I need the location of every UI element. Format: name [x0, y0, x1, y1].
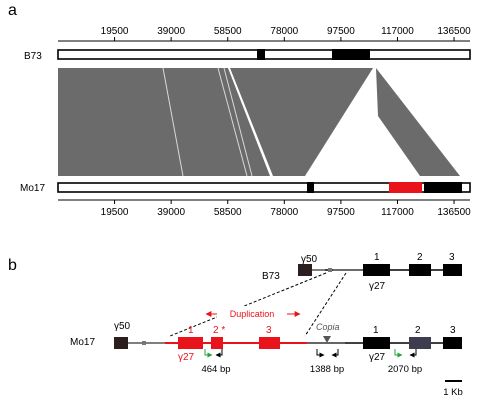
copia-label: Copia: [316, 322, 340, 332]
top-axis-tick-label: 19500: [101, 26, 129, 37]
mo17-dup-exon-2: [211, 337, 223, 349]
b73-block-small: [257, 49, 265, 60]
primer-reverse-464: [215, 349, 223, 358]
mo17-gamma27-label: γ27: [369, 352, 386, 363]
b73-track-label: B73: [24, 51, 42, 62]
mo17-track-bar: [57, 182, 471, 193]
b73-gamma50-label: γ50: [301, 254, 318, 265]
duplication-label: Duplication: [230, 309, 275, 319]
mo17-small-marker: [142, 341, 146, 345]
b73-locus-label: B73: [262, 271, 280, 282]
duplication-annotation: Duplication: [205, 306, 301, 320]
amplicon-464: 464 bp: [201, 349, 231, 375]
top-axis-tick-label: 117000: [381, 26, 414, 37]
b73-gamma50-gene: [298, 264, 312, 276]
panel-b-label: b: [8, 257, 17, 274]
mo17-gamma50-gene: [114, 337, 128, 349]
top-axis-tick-label: 97500: [327, 26, 355, 37]
b73-exon-3-label: 3: [449, 252, 455, 263]
mo17-track-label: Mo17: [20, 183, 45, 194]
copia-insertion-marker: [323, 336, 331, 343]
zoom-line-left: [169, 272, 327, 337]
bottom-tick-labels: 19500 39000 58500 78000 97500 117000 136500: [101, 200, 471, 218]
mo17-locus: Mo17 γ50 1 2 * 3 γ27 Copia 1 2: [70, 321, 462, 375]
synteny-ribbons: [58, 67, 460, 177]
amplicon-464-label: 464 bp: [201, 364, 230, 375]
mo17-exon-3: [443, 337, 462, 349]
panel-a: a 19500 39000 58500 78000 97500 117000 136500 …: [8, 2, 471, 218]
bottom-axis-tick-label: 78000: [270, 207, 298, 218]
b73-gamma27-label: γ27: [369, 281, 386, 292]
scale-bar: 1 Kb: [443, 380, 463, 398]
mo17-exon-3-label: 3: [450, 325, 456, 336]
synteny-gap-line-2: [217, 67, 248, 177]
zoom-line-right: [304, 272, 347, 337]
b73-exon-3: [443, 264, 462, 276]
top-axis-tick-label: 78000: [270, 26, 298, 37]
synteny-gap-line-3: [223, 67, 253, 177]
mo17-duplication-block: [389, 182, 422, 193]
mo17-exon-2: [409, 337, 431, 349]
primer-reverse-1388: [331, 349, 339, 358]
mo17-exon-1: [363, 337, 390, 349]
amplicon-2070: 2070 bp: [388, 349, 422, 375]
bottom-axis: 19500 39000 58500 78000 97500 117000 136500: [58, 199, 471, 218]
top-tick-labels: 19500 39000 58500 78000 97500 117000 136500: [101, 26, 471, 41]
primer-forward-1388: [316, 349, 325, 358]
primer-forward-2070: [394, 349, 403, 358]
top-axis-tick-label: 39000: [157, 26, 185, 37]
amplicon-2070-label: 2070 bp: [388, 364, 422, 375]
b73-locus: B73 γ50 1 2 3 γ27: [262, 252, 462, 292]
primer-reverse-2070: [409, 349, 417, 358]
b73-block-large: [332, 49, 370, 60]
b73-exon-2-label: 2: [417, 252, 423, 263]
amplicon-1388-label: 1388 bp: [310, 364, 344, 375]
mo17-dup-exon-2-label: 2 *: [213, 325, 225, 336]
bottom-axis-tick-label: 39000: [157, 207, 185, 218]
synteny-ribbon-mid: [230, 68, 373, 176]
mo17-dup-exon-3: [259, 337, 280, 349]
top-axis-tick-label: 136500: [437, 26, 471, 37]
mo17-gamma50-label: γ50: [114, 321, 131, 332]
b73-exon-2: [409, 264, 431, 276]
mo17-dup-exon-1-label: 1: [188, 325, 194, 336]
bottom-axis-tick-label: 97500: [327, 207, 355, 218]
bottom-axis-tick-label: 19500: [101, 207, 129, 218]
mo17-track: Mo17: [20, 182, 471, 194]
synteny-ribbon-right: [376, 68, 460, 176]
amplicon-1388: 1388 bp: [310, 349, 344, 375]
bottom-axis-tick-label: 136500: [437, 207, 471, 218]
scale-bar-label: 1 Kb: [443, 387, 463, 398]
top-axis: 19500 39000 58500 78000 97500 117000 136500: [58, 26, 471, 42]
primer-forward-464: [204, 349, 213, 358]
bottom-axis-tick-label: 58500: [214, 207, 242, 218]
b73-exon-1: [363, 264, 390, 276]
mo17-locus-label: Mo17: [70, 337, 95, 348]
mo17-exon-2-label: 2: [415, 325, 421, 336]
mo17-block-small: [307, 182, 314, 193]
mo17-dup-gamma27-label: γ27: [178, 352, 195, 363]
b73-track: B73: [24, 49, 471, 62]
mo17-exon-1-label: 1: [373, 325, 379, 336]
panel-a-label: a: [8, 2, 17, 19]
mo17-dup-exon-1: [178, 337, 203, 349]
synteny-ribbon-left: [58, 68, 270, 176]
synteny-gap-line-1: [162, 67, 184, 177]
b73-exon-1-label: 1: [374, 252, 380, 263]
mo17-block-large: [424, 182, 462, 193]
b73-small-marker: [328, 268, 332, 272]
panel-b: b B73 γ50 1 2 3 γ27 Duplication: [8, 252, 463, 398]
bottom-axis-tick-label: 117000: [381, 207, 414, 218]
mo17-dup-exon-3-label: 3: [266, 325, 272, 336]
top-axis-tick-label: 58500: [214, 26, 242, 37]
